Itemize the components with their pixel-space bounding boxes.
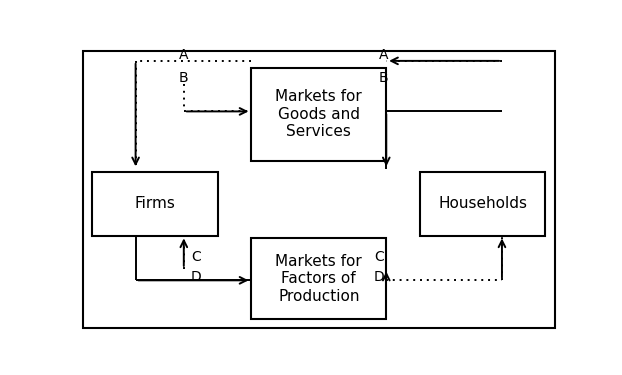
Text: B: B [379, 71, 389, 85]
Text: C: C [374, 250, 384, 264]
Text: Markets for
Goods and
Services: Markets for Goods and Services [276, 89, 362, 139]
Text: Households: Households [438, 196, 527, 211]
Text: B: B [179, 71, 188, 85]
Text: A: A [379, 48, 389, 62]
Text: D: D [374, 270, 384, 285]
Text: A: A [179, 48, 188, 62]
Bar [251, 238, 386, 320]
Text: Markets for
Factors of
Production: Markets for Factors of Production [276, 254, 362, 304]
Text: D: D [190, 270, 202, 285]
Bar [420, 172, 545, 236]
Text: Firms: Firms [134, 196, 175, 211]
Text: C: C [191, 250, 201, 264]
Bar [92, 172, 218, 236]
Bar [251, 68, 386, 160]
